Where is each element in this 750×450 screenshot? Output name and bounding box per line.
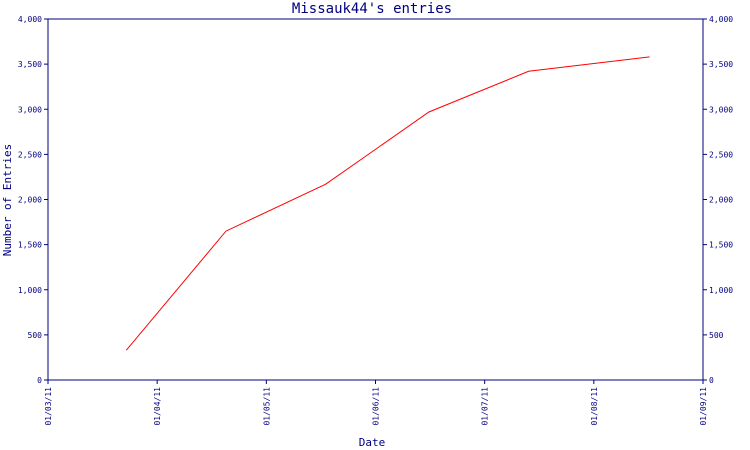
y-tick-label-right: 3,000: [709, 105, 733, 114]
x-tick-label: 01/04/11: [153, 387, 162, 426]
x-tick-label: 01/08/11: [590, 387, 599, 426]
x-tick-label: 01/03/11: [44, 387, 53, 426]
y-tick-label-left: 4,000: [18, 15, 42, 24]
y-tick-label-left: 3,000: [18, 105, 42, 114]
x-tick-label: 01/07/11: [481, 387, 490, 426]
y-tick-label-right: 500: [709, 331, 724, 340]
x-tick-label: 01/06/11: [372, 387, 381, 426]
y-axis-label: Number of Entries: [1, 144, 14, 257]
chart-title: Missauk44's entries: [292, 1, 452, 17]
y-ticks-left: 0 500 1,000 1,500 2,000 2,500 3,000 3,500 4,000: [18, 15, 48, 385]
y-tick-label-left: 1,500: [18, 241, 42, 250]
series-line: [125, 56, 650, 351]
y-tick-label-right: 4,000: [709, 15, 733, 24]
y-tick-label-left: 500: [28, 331, 43, 340]
x-ticks: 01/03/11 01/04/11 01/05/11 01/06/11 01/07/11…: [44, 380, 708, 426]
x-tick-label: 01/09/11: [699, 387, 708, 426]
y-tick-label-right: 1,500: [709, 241, 733, 250]
y-tick-label-left: 1,000: [18, 286, 42, 295]
y-tick-label-right: 0: [709, 376, 714, 385]
y-tick-label-right: 2,000: [709, 196, 733, 205]
y-tick-label-right: 3,500: [709, 60, 733, 69]
y-tick-label-left: 0: [37, 376, 42, 385]
y-tick-label-left: 2,500: [18, 150, 42, 159]
y-tick-label-left: 2,000: [18, 196, 42, 205]
y-tick-label-right: 2,500: [709, 150, 733, 159]
x-tick-label: 01/05/11: [262, 387, 271, 426]
series-group: [125, 56, 650, 351]
x-axis-label: Date: [359, 436, 386, 449]
y-tick-label-left: 3,500: [18, 60, 42, 69]
y-ticks-right: 0 500 1,000 1,500 2,000 2,500 3,000 3,500 4,000: [703, 15, 733, 385]
y-tick-label-right: 1,000: [709, 286, 733, 295]
